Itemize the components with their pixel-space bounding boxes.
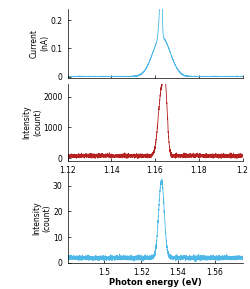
X-axis label: Photon energy (eV): Photon energy (eV) (108, 278, 202, 287)
X-axis label: RF frequency (GHz): RF frequency (GHz) (114, 176, 196, 185)
Y-axis label: Intensity
(count): Intensity (count) (32, 201, 52, 235)
Y-axis label: Current
(nA): Current (nA) (30, 29, 49, 58)
Y-axis label: Intensity
(count): Intensity (count) (22, 106, 42, 139)
